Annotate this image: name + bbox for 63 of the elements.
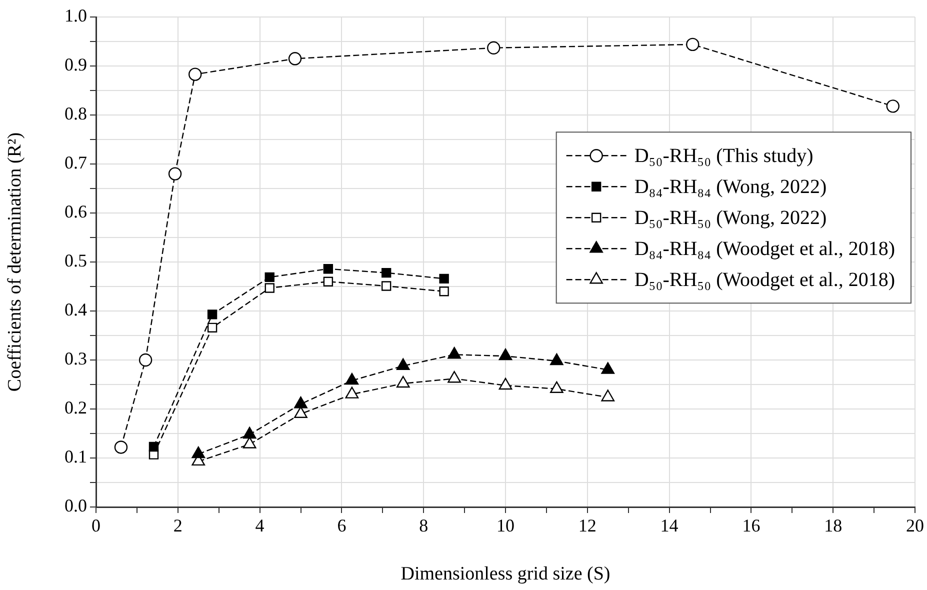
point: [345, 386, 359, 398]
point: [294, 396, 308, 408]
y-tick-label: 0.5: [64, 250, 87, 271]
y-tick-label: 0.4: [64, 300, 87, 320]
point: [448, 371, 461, 383]
point: [439, 274, 449, 284]
y-tick-label: 0.3: [64, 348, 87, 369]
point: [242, 426, 256, 439]
point: [381, 281, 392, 291]
x-tick-label: 14: [660, 516, 678, 536]
x-tick-label: 18: [824, 516, 842, 536]
point: [192, 446, 206, 458]
point: [550, 381, 564, 394]
legend-label: D₅₀-RH₅₀ (This study): [634, 144, 814, 167]
y-tick-label: 1.0: [64, 6, 87, 26]
x-tick-label: 6: [337, 516, 346, 536]
x-tick-label: 0: [92, 516, 100, 536]
point: [264, 272, 274, 282]
point: [448, 347, 461, 359]
point: [601, 362, 615, 374]
legend-label: D₈₄-RH₈₄ (Woodget et al., 2018): [634, 238, 896, 260]
point: [550, 353, 564, 366]
legend-label: D₈₄-RH₈₄ (Wong, 2022): [634, 176, 827, 198]
point: [138, 353, 152, 367]
y-tick-label: 0.0: [64, 496, 87, 516]
x-tick-label: 10: [496, 516, 514, 536]
point: [487, 41, 500, 54]
x-tick-label: 8: [419, 516, 428, 536]
point: [439, 286, 449, 296]
point: [288, 52, 302, 66]
point: [188, 68, 202, 81]
point: [168, 167, 182, 180]
point: [207, 310, 218, 320]
point: [396, 358, 410, 370]
x-tick-label: 16: [742, 516, 760, 536]
point: [686, 38, 700, 52]
point: [242, 436, 256, 448]
y-tick-label: 0.9: [64, 54, 87, 75]
point: [323, 276, 334, 286]
point: [601, 390, 615, 402]
x-axis-title: Dimensionless grid size (S): [400, 564, 610, 585]
point: [264, 283, 274, 293]
y-tick-label: 0.2: [64, 398, 87, 418]
legend-label: D₅₀-RH₅₀ (Wong, 2022): [634, 206, 827, 229]
y-tick-label: 0.8: [64, 104, 87, 124]
point: [207, 322, 218, 333]
point: [396, 376, 410, 388]
x-tick-label: 12: [578, 516, 596, 536]
point: [381, 268, 392, 278]
point: [323, 264, 334, 274]
point: [294, 406, 308, 418]
legend-label: D₅₀-RH₅₀ (Woodget et al., 2018): [634, 268, 896, 291]
point: [498, 348, 512, 360]
point: [886, 100, 900, 113]
x-tick-label: 2: [173, 516, 182, 536]
x-tick-label: 4: [255, 516, 264, 536]
point: [345, 372, 359, 385]
y-tick-label: 0.7: [64, 152, 87, 173]
y-tick-label: 0.6: [64, 202, 87, 222]
y-axis-title: Coefficients of determination (R²): [4, 132, 26, 392]
y-tick-label: 0.1: [64, 446, 87, 467]
x-tick-label: 20: [906, 516, 924, 536]
point: [498, 378, 512, 390]
